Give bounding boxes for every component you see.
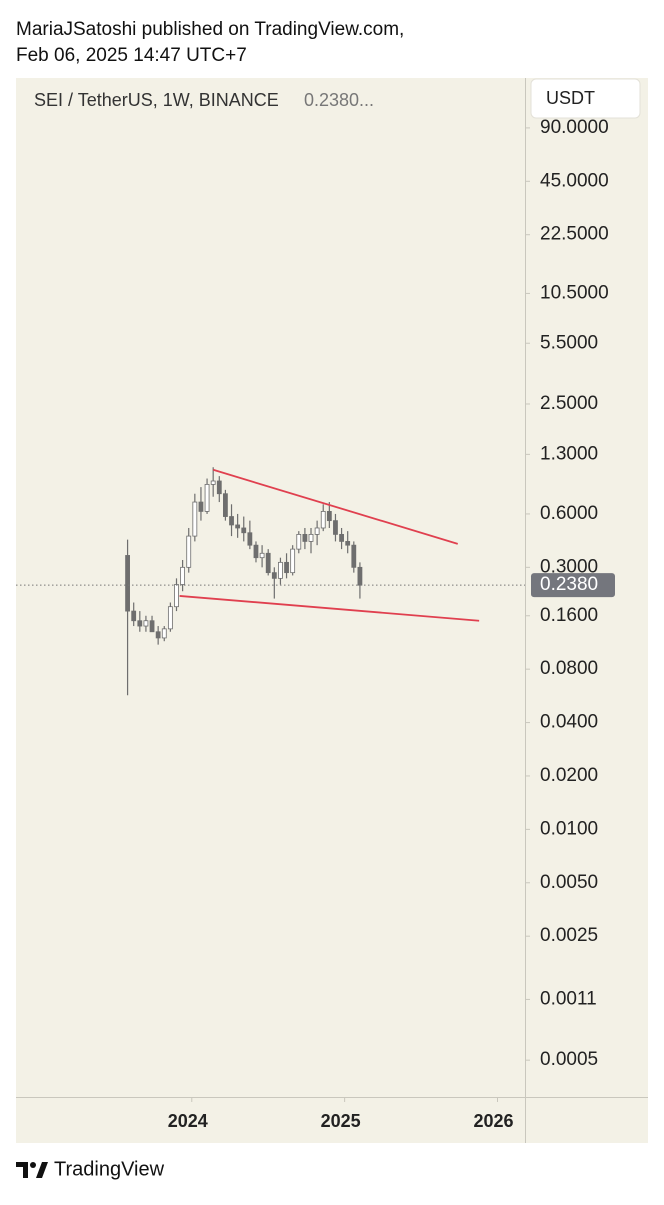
trendline: [212, 468, 459, 545]
y-tick-label: 10.5000: [540, 282, 609, 303]
candle-body: [235, 524, 241, 529]
axes: 90.0000 45.0000 22.5000 10.5000 5.5000 2.5000…: [168, 117, 615, 1131]
date-line: Feb 06, 2025 14:47 UTC+7: [16, 45, 247, 66]
candle-body: [198, 501, 204, 512]
candle-body: [339, 534, 344, 542]
candle-body: [314, 527, 320, 535]
symbol-title: SEI / TetherUS, 1W, BINANCE: [34, 90, 279, 110]
brand-name: TradingView: [54, 1158, 165, 1180]
y-tick-label: 1.3000: [540, 443, 598, 464]
candle-body: [296, 534, 302, 550]
candle-body: [302, 534, 308, 542]
brand-logo: [16, 1162, 48, 1178]
candle-body: [161, 628, 167, 639]
legend-value: 0.2380...: [304, 90, 374, 110]
candle-body: [265, 552, 271, 574]
trendline: [179, 595, 480, 622]
y-tick-label: 90.0000: [540, 117, 609, 138]
candle-body: [241, 527, 247, 534]
candle-body: [320, 511, 326, 529]
currency-button[interactable]: [530, 78, 641, 119]
candle-body: [167, 606, 173, 630]
y-tick-label: 0.0200: [540, 765, 598, 786]
y-tick-label: 22.5000: [540, 224, 609, 245]
candle-body: [149, 620, 155, 633]
y-tick-label: 5.5000: [540, 332, 598, 353]
chart-panel: [16, 78, 648, 1143]
candle-body: [229, 516, 234, 526]
candle-body: [125, 555, 130, 612]
y-tick-label: 0.3000: [540, 556, 598, 577]
y-tick-label: 0.0400: [540, 712, 598, 733]
candle-body: [223, 493, 228, 517]
candle-body: [271, 572, 277, 579]
last-price-box: [531, 573, 615, 598]
y-tick-label: 2.5000: [540, 393, 598, 414]
candle-body: [143, 620, 149, 627]
candle-body: [131, 610, 137, 622]
candle-body: [333, 520, 338, 535]
candle-body: [259, 552, 265, 559]
y-tick-label: 0.6000: [540, 503, 598, 524]
y-tick-label: 0.0011: [540, 988, 597, 1009]
candle-body: [247, 532, 253, 546]
y-tick-label: 0.0005: [540, 1049, 598, 1070]
y-tick-label: 0.1600: [540, 605, 598, 626]
candle-body: [180, 566, 186, 585]
x-tick-label: 2024: [168, 1111, 208, 1131]
candle-body: [357, 566, 363, 586]
author-line: MariaJSatoshi published on TradingView.c…: [16, 19, 404, 40]
currency-label[interactable]: USDT: [546, 88, 595, 108]
y-tick-label: 45.0000: [540, 170, 609, 191]
x-tick-label: 2026: [473, 1111, 513, 1131]
candle-body: [308, 534, 314, 542]
candle-body: [326, 511, 332, 522]
candle-body: [351, 544, 357, 568]
candle-body: [216, 480, 222, 495]
x-tick-label: 2025: [321, 1111, 361, 1131]
candle-body: [204, 484, 210, 512]
candle-body: [278, 561, 283, 579]
candle-body: [253, 544, 259, 559]
candle-body: [174, 584, 179, 608]
candle-body: [137, 620, 143, 627]
last-price-label: 0.2380: [540, 574, 598, 595]
y-tick-label: 0.0050: [540, 872, 598, 893]
y-tick-label: 0.0800: [540, 658, 598, 679]
candle-body: [186, 535, 192, 568]
candle-body: [290, 548, 296, 574]
y-tick-label: 0.0100: [540, 818, 598, 839]
candle-body: [284, 561, 289, 574]
y-tick-label: 0.0025: [540, 925, 598, 946]
plot: [16, 467, 525, 696]
candle-body: [155, 631, 161, 639]
candle-body: [210, 480, 216, 485]
candle-body: [192, 501, 198, 537]
candle-body: [345, 541, 351, 546]
